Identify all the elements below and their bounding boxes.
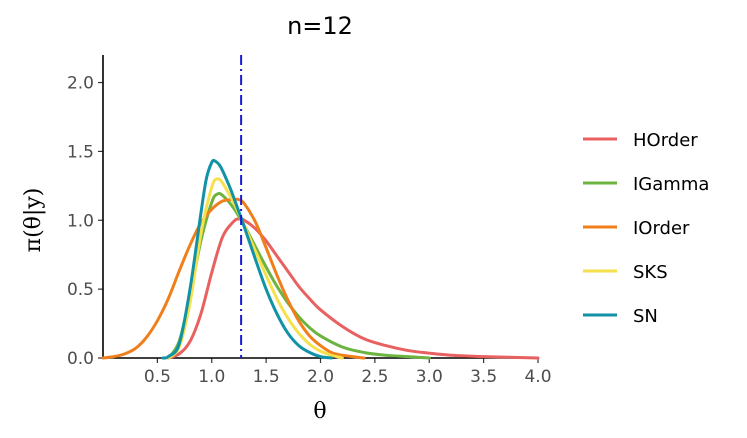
y-tick-label: 0.0 <box>67 349 94 369</box>
y-tick-label: 1.0 <box>67 211 94 231</box>
plot-area: 0.0 0.5 1.0 1.5 2.0 0.5 1.0 1.5 2.0 2.5 3.0 3.5 4.0 <box>67 55 552 387</box>
x-tick-label: 2.0 <box>307 367 334 387</box>
y-axis-ticks: 0.0 0.5 1.0 1.5 2.0 <box>67 74 103 369</box>
x-tick-label: 4.0 <box>524 367 551 387</box>
legend-label: SN <box>633 306 658 327</box>
legend: HOrder IGamma IOrder SKS SN <box>583 130 709 327</box>
legend-label: SKS <box>633 262 668 283</box>
legend-label: IGamma <box>633 174 709 195</box>
series-line-sn <box>161 158 333 360</box>
x-tick-label: 3.0 <box>416 367 443 387</box>
y-axis-title: π(θ|y) <box>21 188 46 253</box>
legend-label: IOrder <box>633 218 690 239</box>
x-axis-title: θ <box>313 399 326 424</box>
chart-title: n=12 <box>287 12 353 40</box>
series-line-igamma <box>166 191 431 360</box>
x-tick-label: 3.5 <box>470 367 497 387</box>
y-tick-label: 1.5 <box>67 142 94 162</box>
y-tick-label: 2.0 <box>67 74 94 94</box>
x-axis-ticks: 0.5 1.0 1.5 2.0 2.5 3.0 3.5 4.0 <box>144 358 552 387</box>
x-tick-label: 0.5 <box>144 367 171 387</box>
x-tick-label: 1.0 <box>198 367 225 387</box>
series-line-horder <box>166 217 540 360</box>
series-lines <box>101 158 540 360</box>
y-tick-label: 0.5 <box>67 280 94 300</box>
x-tick-label: 2.5 <box>361 367 388 387</box>
legend-label: HOrder <box>633 130 698 151</box>
x-tick-label: 1.5 <box>253 367 280 387</box>
